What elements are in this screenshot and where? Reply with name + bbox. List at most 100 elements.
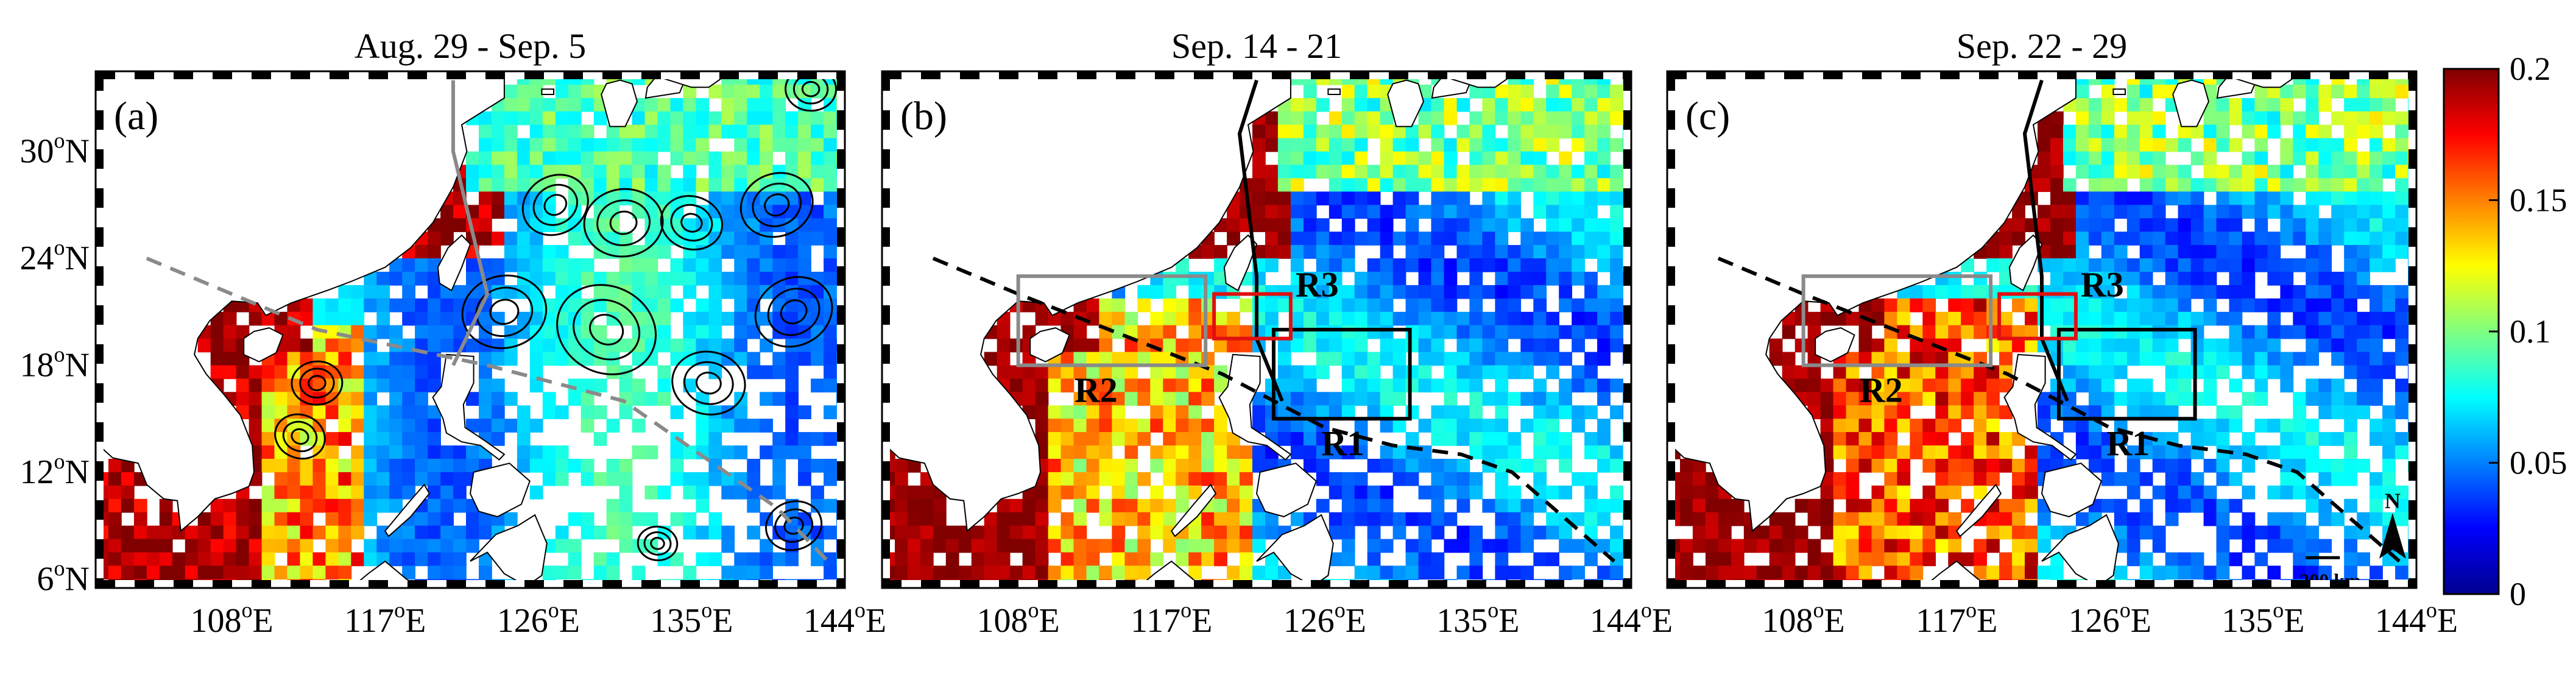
field-cell bbox=[2165, 378, 2179, 393]
field-cell bbox=[798, 124, 811, 139]
frame-segment bbox=[999, 71, 1018, 79]
field-cell bbox=[920, 512, 934, 526]
field-cell bbox=[2114, 525, 2128, 540]
field-cell bbox=[1922, 432, 1936, 446]
frame-segment bbox=[1667, 266, 1675, 286]
field-cell bbox=[2293, 138, 2307, 152]
frame-segment bbox=[1667, 227, 1675, 247]
field-cell bbox=[593, 272, 607, 286]
field-cell bbox=[644, 352, 658, 366]
field-cell bbox=[619, 539, 633, 553]
field-cell bbox=[1227, 498, 1240, 513]
field-cell bbox=[2190, 325, 2204, 339]
field-cell bbox=[2203, 419, 2217, 433]
field-cell bbox=[2203, 285, 2217, 299]
field-cell bbox=[1610, 459, 1623, 473]
frame-segment bbox=[1623, 110, 1631, 130]
field-cell bbox=[670, 232, 684, 246]
field-cell bbox=[1897, 472, 1911, 486]
field-cell bbox=[517, 419, 531, 433]
field-cell bbox=[1086, 298, 1100, 313]
field-cell bbox=[2152, 258, 2166, 272]
field-cell bbox=[1060, 419, 1075, 433]
field-cell bbox=[1265, 512, 1279, 526]
rainfall-contour bbox=[671, 350, 746, 416]
field-cell bbox=[249, 365, 263, 380]
field-cell bbox=[1392, 191, 1406, 206]
field-cell bbox=[1060, 311, 1075, 326]
field-cell bbox=[734, 552, 748, 567]
field-cell bbox=[2075, 205, 2089, 219]
frame-segment bbox=[1667, 520, 1675, 539]
field-cell bbox=[1597, 419, 1611, 433]
field-cell bbox=[2306, 258, 2320, 272]
lon-tick-label: 117oE bbox=[1916, 598, 1997, 640]
field-cell bbox=[1520, 352, 1534, 366]
field-cell bbox=[338, 472, 352, 486]
field-cell bbox=[1240, 472, 1253, 486]
field-cell bbox=[1009, 498, 1023, 513]
field-cell bbox=[1290, 218, 1304, 232]
field-cell bbox=[1265, 285, 1279, 299]
field-cell bbox=[2025, 539, 2038, 553]
frame-segment bbox=[1623, 383, 1631, 403]
field-cell bbox=[1974, 392, 1987, 406]
field-cell bbox=[2216, 512, 2230, 526]
field-cell bbox=[2242, 111, 2256, 126]
field-cell bbox=[1610, 539, 1623, 553]
field-cell bbox=[453, 472, 467, 486]
field-cell bbox=[555, 124, 569, 139]
field-cell bbox=[785, 405, 799, 419]
field-cell bbox=[1022, 378, 1036, 393]
field-cell bbox=[1060, 459, 1075, 473]
field-cell bbox=[811, 325, 824, 339]
field-cell bbox=[1048, 432, 1062, 446]
field-cell bbox=[466, 539, 479, 553]
field-cell bbox=[517, 178, 531, 193]
field-cell bbox=[1495, 325, 1509, 339]
field-cell bbox=[760, 258, 773, 272]
field-cell bbox=[1846, 498, 1860, 513]
field-cell bbox=[1935, 405, 1949, 419]
field-cell bbox=[529, 111, 543, 126]
frame-segment bbox=[2408, 344, 2416, 364]
field-cell bbox=[2114, 325, 2128, 339]
lon-tick-label: 126oE bbox=[2069, 598, 2151, 640]
field-cell bbox=[1418, 365, 1432, 380]
field-cell bbox=[1559, 151, 1572, 166]
field-cell bbox=[1418, 311, 1432, 326]
field-cell bbox=[1252, 272, 1266, 286]
field-cell bbox=[734, 565, 748, 580]
field-cell bbox=[1444, 392, 1458, 406]
field-cell bbox=[1035, 311, 1049, 326]
field-cell bbox=[1456, 232, 1470, 246]
field-cell bbox=[2318, 325, 2332, 339]
field-cell bbox=[760, 151, 773, 166]
field-cell bbox=[1163, 539, 1177, 553]
field-cell bbox=[1999, 525, 2013, 540]
field-cell bbox=[2101, 445, 2115, 459]
field-cell bbox=[824, 472, 837, 486]
field-cell bbox=[1546, 165, 1559, 179]
field-cell bbox=[1329, 285, 1343, 299]
field-cell bbox=[1495, 138, 1509, 152]
field-cell bbox=[2229, 191, 2243, 206]
field-cell bbox=[2075, 298, 2089, 313]
field-cell bbox=[1871, 445, 1885, 459]
field-cell bbox=[1597, 258, 1611, 272]
field-cell bbox=[2395, 232, 2408, 246]
field-cell bbox=[1495, 178, 1509, 193]
frame-segment bbox=[1901, 580, 1921, 588]
field-cell bbox=[351, 298, 365, 313]
field-cell bbox=[2088, 272, 2102, 286]
field-cell bbox=[2139, 565, 2153, 580]
field-cell bbox=[657, 111, 671, 126]
field-cell bbox=[1405, 472, 1419, 486]
field-cell bbox=[1533, 272, 1547, 286]
frame-segment bbox=[882, 71, 890, 91]
field-cell bbox=[1782, 352, 1796, 366]
frame-segment bbox=[758, 71, 778, 79]
frame-segment bbox=[1603, 580, 1623, 588]
field-cell bbox=[1380, 485, 1394, 500]
field-cell bbox=[568, 258, 582, 272]
